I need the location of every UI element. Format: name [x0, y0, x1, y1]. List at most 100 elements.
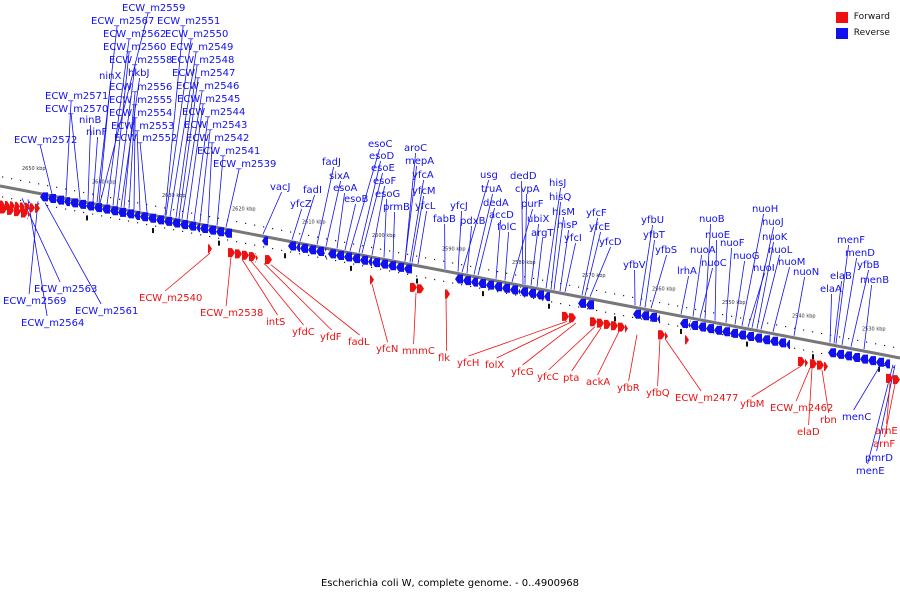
minor-tick [290, 231, 292, 233]
minor-tick [362, 245, 364, 247]
kbp-tick-label: 2610 kbp [302, 220, 326, 226]
reverse-leader-line [853, 362, 883, 411]
reverse-gene-label: ECW_m2547 [172, 68, 235, 79]
minor-tick [749, 319, 751, 321]
minor-tick [641, 298, 643, 300]
minor-tick [20, 199, 22, 202]
minor-tick [407, 253, 409, 255]
reverse-gene-label: dedD [510, 171, 537, 182]
forward-leader-line [225, 257, 232, 307]
minor-tick [218, 217, 220, 219]
reverse-leader-line [169, 51, 197, 217]
reverse-leader-line [136, 130, 141, 211]
reverse-gene-glyph [48, 193, 56, 203]
reverse-leader-line [70, 113, 81, 200]
kbp-tick-label: 2620 kbp [232, 206, 256, 212]
minor-tick [47, 204, 49, 207]
reverse-gene-label: ECW_m2552 [114, 133, 177, 144]
reverse-gene-label: fabB [433, 214, 456, 225]
forward-leader-line [628, 334, 638, 382]
minor-tick [218, 237, 220, 239]
minor-tick [443, 280, 445, 282]
reverse-leader-line [644, 239, 655, 308]
minor-tick [542, 299, 544, 301]
reverse-gene-label: esoB [344, 194, 368, 205]
forward-gene-glyph [20, 202, 25, 212]
reverse-gene-glyph [502, 283, 510, 293]
minor-tick [695, 308, 697, 311]
minor-tick [2, 196, 4, 198]
minor-tick [164, 227, 166, 229]
reverse-leader-line [404, 165, 417, 262]
reverse-leader-line [65, 100, 72, 197]
reverse-gene-glyph [486, 280, 494, 290]
minor-tick [389, 270, 391, 272]
reverse-gene-glyph [118, 207, 126, 217]
minor-tick [191, 232, 193, 234]
reverse-gene-label: ECW_m2548 [171, 55, 234, 66]
reverse-leader-line [545, 187, 561, 289]
reverse-gene-glyph [884, 359, 890, 369]
reverse-leader-line [680, 275, 689, 315]
minor-tick [848, 338, 850, 340]
minor-tick [623, 315, 625, 317]
minor-tick [587, 288, 589, 290]
kbp-tick-label: 2640 kbp [92, 180, 116, 186]
reverse-gene-glyph [778, 338, 786, 348]
forward-leader-line [496, 321, 572, 359]
minor-tick [488, 269, 490, 271]
minor-tick [281, 249, 283, 251]
reverse-leader-line [639, 224, 653, 307]
minor-tick [173, 209, 175, 211]
minor-tick [11, 178, 13, 180]
forward-gene-glyph [410, 282, 417, 292]
reverse-gene-label: ECW_m2549 [170, 42, 233, 53]
reverse-gene-label: ECW_m2567 [91, 16, 154, 27]
minor-tick [380, 268, 382, 270]
reverse-gene-glyph [746, 332, 754, 342]
reverse-gene-label: purF [521, 199, 544, 210]
minor-tick [569, 304, 571, 306]
reverse-gene-label: nuoI [753, 263, 775, 274]
minor-tick [56, 206, 58, 208]
minor-tick [200, 234, 202, 236]
legend: Forward Reverse [835, 9, 890, 41]
forward-swatch [835, 11, 848, 23]
forward-leader-line [665, 340, 702, 392]
reverse-gene-glyph [518, 286, 521, 296]
minor-tick [128, 200, 130, 202]
reverse-gene-label: ECW_m2564 [21, 318, 84, 329]
major-tick [218, 240, 220, 246]
minor-tick [875, 343, 877, 345]
minor-tick [281, 229, 283, 231]
minor-tick [641, 318, 643, 320]
reverse-leader-line [760, 254, 780, 330]
minor-tick [371, 266, 373, 269]
minor-tick [209, 215, 211, 218]
reverse-gene-label: vacJ [270, 182, 291, 193]
forward-leader-line [250, 260, 304, 326]
reverse-gene-glyph [372, 258, 380, 268]
minor-tick [893, 346, 895, 348]
reverse-leader-line [361, 172, 383, 254]
reverse-leader-line [734, 260, 745, 325]
reverse-gene-label: ECW_m2542 [186, 133, 249, 144]
reverse-gene-glyph [836, 349, 844, 359]
minor-tick [29, 181, 31, 183]
minor-tick [560, 303, 562, 305]
reverse-gene-glyph [510, 285, 518, 295]
minor-tick [353, 243, 355, 245]
forward-gene-glyph [658, 330, 665, 340]
minor-tick [299, 233, 301, 235]
legend-forward-label: Forward [853, 12, 890, 22]
reverse-gene-glyph [70, 198, 78, 208]
minor-tick [488, 289, 490, 291]
reverse-leader-line [524, 193, 527, 285]
minor-tick [11, 198, 13, 200]
minor-tick [263, 226, 265, 228]
minor-tick [614, 293, 616, 295]
reverse-gene-glyph [876, 357, 884, 367]
reverse-leader-line [358, 160, 381, 253]
minor-tick [290, 251, 292, 253]
minor-tick [182, 230, 184, 232]
